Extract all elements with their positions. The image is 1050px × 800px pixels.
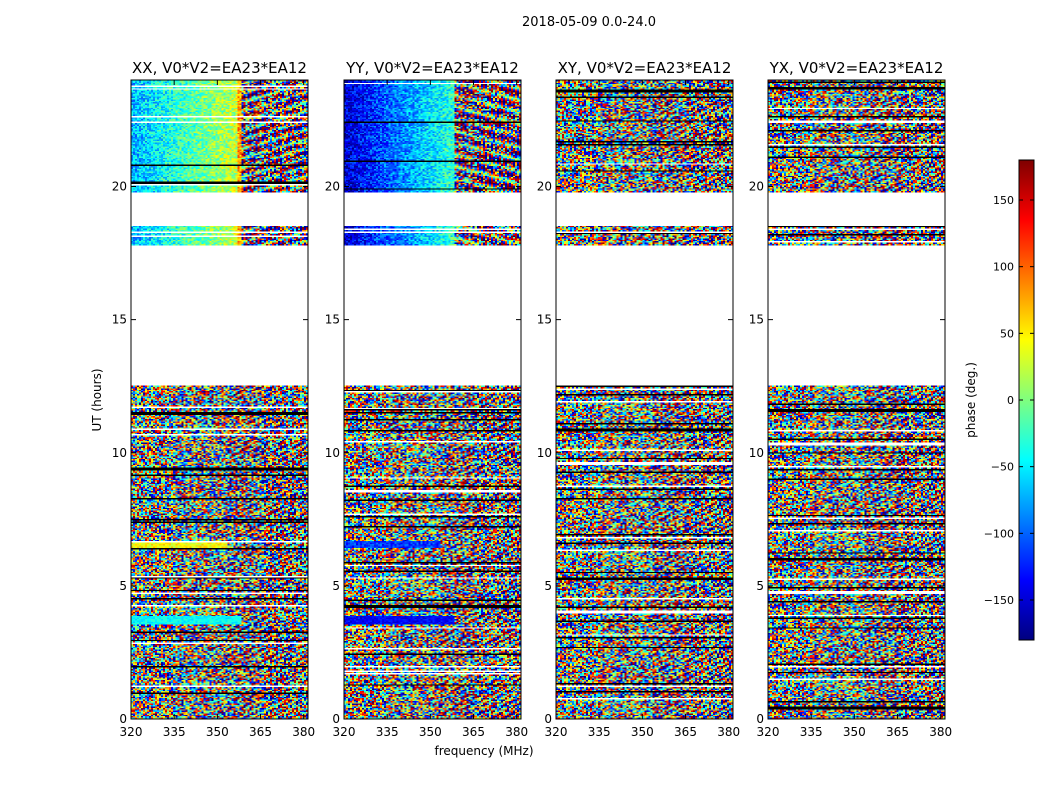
colorbar-label: phase (deg.) (964, 362, 978, 438)
panel-noise-3: YX, V0*V2=EA23*EA12 320 335 350 365 380 0 5 10 15… (749, 59, 952, 739)
x-tick-label: 320 (333, 725, 356, 739)
heatmap-panels: XX, V0*V2=EA23*EA12 320 335 350 365 380 0 5 10 15… (112, 59, 952, 739)
colorbar-tick-label: −100 (984, 527, 1014, 540)
y-tick-label: 0 (756, 712, 764, 726)
y-tick-label: 15 (112, 313, 127, 327)
y-tick-label: 10 (325, 446, 340, 460)
y-tick-label: 20 (325, 180, 340, 194)
y-axis-label: UT (hours) (90, 368, 104, 431)
y-tick-label: 5 (119, 579, 127, 593)
panel-title: YY, V0*V2=EA23*EA12 (345, 59, 519, 77)
panel-noise-2: XY, V0*V2=EA23*EA12 320 335 350 365 380 0 5 10 15… (537, 59, 740, 739)
y-tick-label: 0 (119, 712, 127, 726)
y-tick-label: 15 (749, 313, 764, 327)
x-tick-label: 380 (292, 725, 315, 739)
x-tick-label: 350 (843, 725, 866, 739)
y-tick-label: 5 (756, 579, 764, 593)
axes-frame (343, 79, 522, 720)
colorbar-tick-label: 100 (993, 261, 1014, 274)
heatmap-image (131, 80, 308, 719)
heatmap-image (344, 80, 521, 719)
x-tick-label: 335 (163, 725, 186, 739)
y-tick-label: 0 (332, 712, 340, 726)
x-tick-label: 365 (462, 725, 485, 739)
y-tick-label: 0 (544, 712, 552, 726)
panel-title: YX, V0*V2=EA23*EA12 (769, 59, 944, 77)
x-tick-label: 350 (419, 725, 442, 739)
x-tick-label: 380 (929, 725, 952, 739)
heatmap-image (556, 80, 733, 719)
x-axis-label: frequency (MHz) (434, 744, 533, 758)
panel-yy-1: YY, V0*V2=EA23*EA12 320 335 350 365 380 0 5 10 15… (325, 59, 528, 739)
x-tick-label: 335 (588, 725, 611, 739)
y-tick-label: 20 (112, 180, 127, 194)
y-tick-label: 20 (537, 180, 552, 194)
x-tick-label: 380 (717, 725, 740, 739)
x-tick-label: 365 (674, 725, 697, 739)
y-tick-label: 10 (749, 446, 764, 460)
y-tick-label: 5 (544, 579, 552, 593)
heatmap-image (768, 80, 945, 719)
x-tick-label: 320 (545, 725, 568, 739)
x-tick-label: 365 (249, 725, 272, 739)
x-tick-label: 335 (376, 725, 399, 739)
y-tick-label: 20 (749, 180, 764, 194)
axes-frame (555, 79, 734, 720)
colorbar: 150 100 50 0 −50 −100 −150 phase (deg.) (964, 159, 1035, 641)
colorbar-tick-label: 150 (993, 194, 1014, 207)
colorbar-tick-label: 50 (1000, 327, 1014, 340)
panel-xx-0: XX, V0*V2=EA23*EA12 320 335 350 365 380 0 5 10 15… (112, 59, 315, 739)
x-tick-label: 335 (800, 725, 823, 739)
x-tick-label: 350 (631, 725, 654, 739)
x-tick-label: 365 (886, 725, 909, 739)
x-tick-label: 350 (206, 725, 229, 739)
y-tick-label: 10 (537, 446, 552, 460)
x-tick-label: 320 (120, 725, 143, 739)
y-tick-label: 15 (537, 313, 552, 327)
figure-title: 2018-05-09 0.0-24.0 (522, 15, 656, 30)
x-tick-label: 320 (757, 725, 780, 739)
y-tick-label: 15 (325, 313, 340, 327)
panel-title: XY, V0*V2=EA23*EA12 (558, 59, 732, 77)
panel-title: XX, V0*V2=EA23*EA12 (132, 59, 307, 77)
x-tick-label: 380 (505, 725, 528, 739)
y-tick-label: 5 (332, 579, 340, 593)
axes-frame (130, 79, 309, 720)
y-tick-label: 10 (112, 446, 127, 460)
axes-frame (767, 79, 946, 720)
colorbar-tick-label: −50 (991, 461, 1014, 474)
colorbar-tick-label: −150 (984, 594, 1014, 607)
colorbar-tick-label: 0 (1007, 394, 1014, 407)
